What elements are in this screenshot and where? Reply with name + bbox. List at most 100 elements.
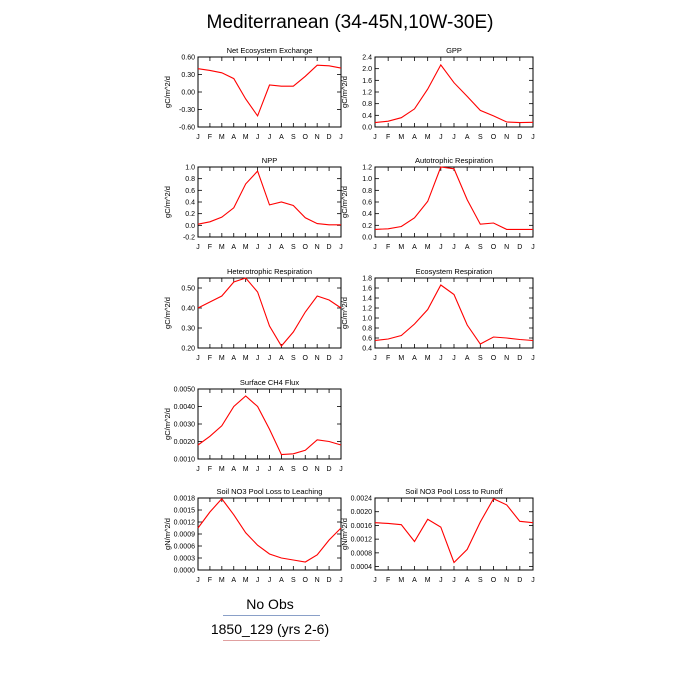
- x-tick-label-6-7: A: [279, 466, 284, 473]
- x-tick-label-0-10: N: [315, 134, 320, 141]
- x-tick-label-8-10: N: [504, 577, 509, 584]
- y-axis-label-3: gC/m^2/d: [340, 186, 349, 218]
- x-tick-label-5-8: S: [478, 355, 483, 362]
- x-tick-label-8-1: F: [386, 577, 390, 584]
- x-tick-label-3-9: O: [491, 244, 497, 251]
- x-tick-label-3-4: M: [425, 244, 431, 251]
- x-tick-label-2-1: F: [208, 244, 212, 251]
- y-tick-label-8-4: 0.0008: [351, 550, 373, 557]
- series-line-8-0: [374, 497, 534, 564]
- legend-no-obs: No Obs: [246, 596, 294, 612]
- x-tick-label-5-12: J: [531, 355, 535, 362]
- y-axis-label-5: gC/m^2/d: [340, 297, 349, 329]
- x-tick-label-5-1: F: [386, 355, 390, 362]
- x-tick-label-6-0: J: [196, 466, 200, 473]
- y-tick-label-6-2: 0.0030: [174, 422, 196, 429]
- x-tick-label-1-3: A: [412, 134, 417, 141]
- x-tick-label-4-9: O: [303, 355, 309, 362]
- plot-frame-2: [197, 166, 342, 238]
- x-tick-label-8-6: J: [452, 577, 456, 584]
- x-tick-label-4-11: D: [327, 355, 332, 362]
- x-tick-label-1-2: M: [398, 134, 404, 141]
- x-tick-label-6-10: N: [315, 466, 320, 473]
- x-tick-label-6-9: O: [303, 466, 309, 473]
- y-tick-label-5-3: 1.2: [362, 306, 372, 313]
- x-tick-label-8-11: D: [517, 577, 522, 584]
- y-tick-label-3-4: 0.4: [362, 211, 372, 218]
- x-tick-label-1-9: O: [491, 134, 497, 141]
- x-tick-label-8-12: J: [531, 577, 535, 584]
- series-line-2-0: [197, 170, 341, 226]
- x-tick-label-0-9: O: [303, 134, 309, 141]
- series-line-4-0: [197, 277, 342, 347]
- x-tick-label-2-8: S: [291, 244, 296, 251]
- x-tick-label-7-3: A: [231, 577, 236, 584]
- y-tick-label-4-3: 0.20: [181, 346, 195, 353]
- y-tick-label-6-1: 0.0040: [174, 404, 196, 411]
- x-tick-label-2-10: N: [315, 244, 320, 251]
- panel-title-5: Ecosystem Respiration: [416, 267, 493, 276]
- x-tick-label-0-5: J: [256, 134, 260, 141]
- x-tick-label-2-2: M: [219, 244, 225, 251]
- series-line-0-0: [197, 64, 342, 118]
- x-tick-label-1-8: S: [478, 134, 483, 141]
- x-tick-label-8-4: M: [425, 577, 431, 584]
- x-tick-label-4-1: F: [208, 355, 212, 362]
- y-tick-label-8-3: 0.0012: [351, 537, 373, 544]
- y-tick-label-1-0: 2.4: [362, 55, 372, 62]
- x-tick-label-0-4: M: [243, 134, 249, 141]
- y-tick-label-7-0: 0.0018: [174, 496, 196, 503]
- x-tick-label-8-8: S: [478, 577, 483, 584]
- y-tick-label-5-6: 0.6: [362, 336, 372, 343]
- x-tick-label-0-8: S: [291, 134, 296, 141]
- y-tick-label-4-0: 0.50: [181, 286, 195, 293]
- y-tick-label-1-3: 1.2: [362, 90, 372, 97]
- x-tick-label-2-3: A: [231, 244, 236, 251]
- y-axis-label-1: gC/m^2/d: [340, 76, 349, 108]
- y-tick-label-5-5: 0.8: [362, 326, 372, 333]
- x-tick-label-5-7: A: [465, 355, 470, 362]
- x-tick-label-5-11: D: [517, 355, 522, 362]
- y-tick-label-7-1: 0.0015: [174, 508, 196, 515]
- x-tick-label-4-5: J: [256, 355, 260, 362]
- panel-title-8: Soil NO3 Pool Loss to Runoff: [405, 487, 503, 496]
- y-tick-label-3-6: 0.0: [362, 235, 372, 242]
- x-tick-label-6-4: M: [243, 466, 249, 473]
- x-tick-label-8-9: O: [491, 577, 497, 584]
- x-tick-label-8-7: A: [465, 577, 470, 584]
- y-tick-label-7-6: 0.0000: [174, 568, 196, 575]
- x-tick-label-4-10: N: [315, 355, 320, 362]
- x-tick-label-7-7: A: [279, 577, 284, 584]
- x-tick-label-2-6: J: [268, 244, 272, 251]
- x-tick-label-7-10: N: [315, 577, 320, 584]
- y-tick-label-0-1: 0.30: [181, 72, 195, 79]
- x-tick-label-1-1: F: [386, 134, 390, 141]
- y-tick-label-1-1: 2.0: [362, 66, 372, 73]
- x-tick-label-4-12: J: [339, 355, 343, 362]
- x-tick-label-8-5: J: [439, 577, 443, 584]
- x-tick-label-8-3: A: [412, 577, 417, 584]
- x-tick-label-3-3: A: [412, 244, 417, 251]
- y-tick-label-6-0: 0.0050: [174, 387, 196, 394]
- x-tick-label-6-3: A: [231, 466, 236, 473]
- x-tick-label-1-12: J: [531, 134, 535, 141]
- y-tick-label-5-1: 1.6: [362, 286, 372, 293]
- x-tick-label-6-11: D: [327, 466, 332, 473]
- x-tick-label-3-10: N: [504, 244, 509, 251]
- y-tick-label-8-1: 0.0020: [351, 509, 373, 516]
- series-line-5-0: [374, 284, 534, 345]
- plot-frame-4: [197, 277, 342, 349]
- x-tick-label-6-8: S: [291, 466, 296, 473]
- y-tick-label-2-0: 1.0: [185, 165, 195, 172]
- x-tick-label-4-2: M: [219, 355, 225, 362]
- x-tick-label-7-4: M: [243, 577, 249, 584]
- x-tick-label-0-7: A: [279, 134, 284, 141]
- x-tick-label-7-0: J: [196, 577, 200, 584]
- y-tick-label-2-5: 0.0: [185, 223, 195, 230]
- x-tick-label-1-7: A: [465, 134, 470, 141]
- plot-frame-5: [374, 277, 534, 349]
- y-tick-label-3-0: 1.2: [362, 165, 372, 172]
- y-tick-label-8-0: 0.0024: [351, 496, 373, 503]
- x-tick-label-5-5: J: [439, 355, 443, 362]
- x-tick-label-4-8: S: [291, 355, 296, 362]
